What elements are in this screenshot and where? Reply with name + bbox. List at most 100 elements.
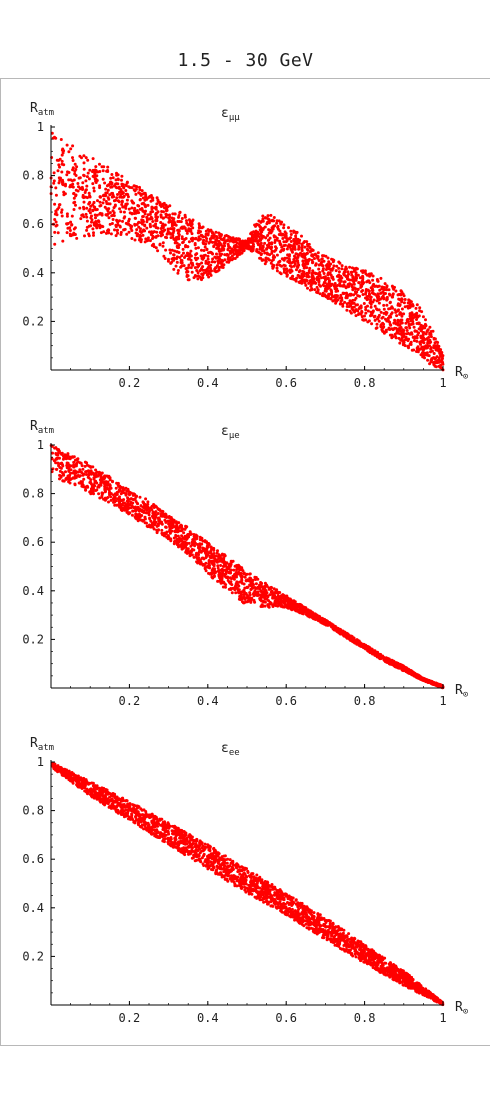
data-point [286,260,290,263]
data-point [317,280,321,284]
data-point [200,233,204,237]
data-point [154,246,158,250]
data-point [428,344,431,348]
data-point [275,253,279,257]
data-point [308,266,312,270]
data-point [71,166,75,170]
data-point [307,269,311,273]
data-point [132,506,136,510]
data-point [210,230,214,234]
data-point [270,259,274,263]
data-point [96,485,100,489]
data-point [176,269,180,272]
data-point [289,240,293,243]
data-point [175,541,179,545]
data-point [278,243,282,246]
data-point [128,497,132,501]
data-point [132,492,136,496]
data-point [275,219,279,223]
page-title: 1.5 - 30 GeV [177,50,314,71]
data-point [115,219,119,223]
data-point [210,251,214,255]
data-point [210,260,214,264]
data-point [183,238,187,241]
data-point [59,176,62,180]
data-point [135,211,139,215]
data-point [74,174,78,177]
data-point [156,215,159,219]
data-point [394,289,398,293]
data-point [80,480,84,484]
data-point [432,352,436,355]
scatter-points [49,444,445,690]
data-point [149,233,153,237]
data-point [67,178,71,182]
data-point [257,219,261,223]
data-point [251,578,255,582]
data-point [391,335,395,339]
data-point [122,210,126,214]
data-point [284,603,287,607]
data-point [296,273,300,277]
data-point [95,474,99,478]
data-point [329,288,333,292]
data-point [379,325,383,329]
data-point [240,577,244,581]
data-point [275,238,279,242]
data-point [75,236,79,240]
data-point [135,517,139,521]
data-point [97,220,101,224]
data-point [313,288,317,292]
data-point [112,500,115,504]
data-point [377,301,381,305]
y-tick-label: 0.2 [22,314,44,328]
data-point [182,531,186,535]
data-point [314,616,318,620]
data-point [111,218,115,221]
data-point [190,237,194,241]
data-point [82,477,86,481]
data-point [297,241,301,245]
data-point [109,180,113,184]
data-point [364,308,368,312]
data-point [126,500,129,503]
data-point [337,270,341,274]
data-point [113,228,116,232]
data-point [103,484,107,488]
data-point [428,341,432,345]
data-point [400,297,404,301]
data-point [131,201,135,205]
data-point [72,191,76,195]
data-point [270,241,274,245]
data-point [415,672,418,676]
data-point [379,297,382,301]
data-point [432,344,436,348]
data-point [185,270,189,274]
data-point [270,589,274,593]
data-point [288,271,292,274]
data-point [302,241,306,245]
data-point [407,305,411,308]
data-point [219,237,223,241]
data-point [175,260,179,264]
data-point [222,581,226,585]
data-point [218,576,222,580]
data-point [404,335,408,339]
data-point [78,176,82,180]
data-point [189,549,192,553]
data-point [125,181,129,185]
data-point [105,202,109,206]
data-point [352,267,356,271]
data-point [403,305,407,309]
data-point [402,669,406,672]
data-point [373,304,377,308]
data-point [72,196,76,200]
data-point [365,295,369,299]
data-point [264,260,268,263]
data-point [383,282,387,286]
data-point [371,310,375,314]
data-point [207,260,211,264]
data-point [276,224,280,228]
data-point [269,261,273,265]
data-point [419,347,423,351]
